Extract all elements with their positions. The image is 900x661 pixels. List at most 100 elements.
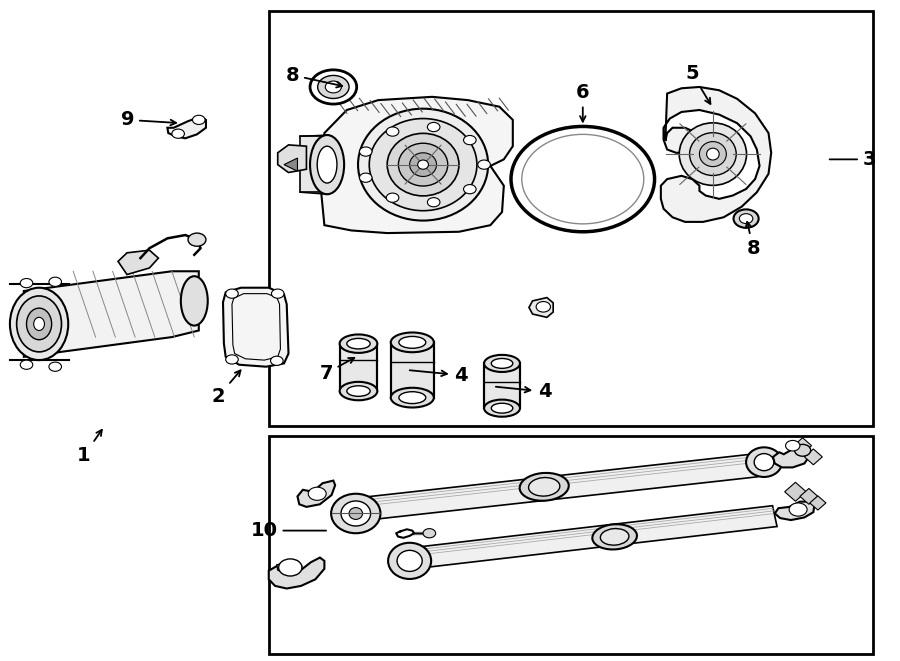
Ellipse shape xyxy=(26,308,51,340)
Ellipse shape xyxy=(349,508,363,520)
Polygon shape xyxy=(23,271,199,357)
Polygon shape xyxy=(810,496,826,510)
Text: 8: 8 xyxy=(746,222,760,258)
Ellipse shape xyxy=(33,317,44,330)
Polygon shape xyxy=(794,438,812,453)
Ellipse shape xyxy=(754,453,774,471)
Circle shape xyxy=(795,444,811,456)
Ellipse shape xyxy=(181,276,208,326)
Ellipse shape xyxy=(339,382,377,401)
Circle shape xyxy=(188,233,206,247)
Ellipse shape xyxy=(410,153,436,176)
Ellipse shape xyxy=(734,210,759,228)
Circle shape xyxy=(423,529,436,538)
Ellipse shape xyxy=(346,386,370,397)
Text: 2: 2 xyxy=(212,370,240,406)
Circle shape xyxy=(308,487,326,500)
Ellipse shape xyxy=(600,529,629,545)
Ellipse shape xyxy=(399,392,426,404)
Ellipse shape xyxy=(388,543,431,579)
Polygon shape xyxy=(269,558,324,588)
Ellipse shape xyxy=(399,143,448,186)
Polygon shape xyxy=(278,145,306,173)
Polygon shape xyxy=(785,483,806,501)
Polygon shape xyxy=(367,454,758,520)
Ellipse shape xyxy=(341,501,371,526)
Circle shape xyxy=(789,503,807,516)
Ellipse shape xyxy=(699,141,726,167)
Text: 5: 5 xyxy=(686,64,710,104)
Polygon shape xyxy=(529,297,554,317)
Circle shape xyxy=(271,356,284,366)
Ellipse shape xyxy=(484,400,520,416)
Ellipse shape xyxy=(339,334,377,353)
Text: 9: 9 xyxy=(121,110,176,130)
Polygon shape xyxy=(223,288,289,367)
Circle shape xyxy=(511,126,654,232)
Text: 4: 4 xyxy=(410,366,468,385)
Circle shape xyxy=(20,360,32,369)
Ellipse shape xyxy=(391,388,434,408)
Ellipse shape xyxy=(391,332,434,352)
Bar xyxy=(339,344,377,391)
Text: 10: 10 xyxy=(251,521,326,540)
Polygon shape xyxy=(320,97,513,233)
Circle shape xyxy=(226,289,239,298)
Text: 3: 3 xyxy=(830,150,877,169)
Polygon shape xyxy=(773,447,809,467)
Ellipse shape xyxy=(740,214,752,223)
Ellipse shape xyxy=(689,133,736,175)
Ellipse shape xyxy=(418,160,428,169)
Circle shape xyxy=(464,136,476,145)
Circle shape xyxy=(49,277,61,286)
Bar xyxy=(301,136,327,192)
Polygon shape xyxy=(417,506,777,568)
Polygon shape xyxy=(661,87,771,222)
Circle shape xyxy=(49,362,61,371)
Circle shape xyxy=(279,559,302,576)
Bar xyxy=(391,342,434,398)
Ellipse shape xyxy=(310,135,344,194)
Ellipse shape xyxy=(310,70,356,104)
Circle shape xyxy=(536,301,551,312)
Circle shape xyxy=(522,134,644,224)
Text: 6: 6 xyxy=(576,83,590,122)
Ellipse shape xyxy=(399,336,426,348)
Ellipse shape xyxy=(318,75,349,98)
Ellipse shape xyxy=(331,494,381,533)
Polygon shape xyxy=(118,251,158,274)
Circle shape xyxy=(193,115,205,124)
Circle shape xyxy=(226,355,239,364)
Ellipse shape xyxy=(680,123,746,185)
Ellipse shape xyxy=(519,473,569,501)
Circle shape xyxy=(386,127,399,136)
Text: 8: 8 xyxy=(285,65,342,87)
Polygon shape xyxy=(805,449,823,465)
Polygon shape xyxy=(298,481,335,507)
Ellipse shape xyxy=(369,118,477,211)
Ellipse shape xyxy=(358,108,488,221)
Ellipse shape xyxy=(484,355,520,372)
Circle shape xyxy=(359,173,372,182)
Circle shape xyxy=(428,198,440,207)
Circle shape xyxy=(172,129,184,138)
Polygon shape xyxy=(800,488,818,504)
Polygon shape xyxy=(277,560,302,574)
Circle shape xyxy=(786,440,800,451)
Ellipse shape xyxy=(10,288,68,360)
Circle shape xyxy=(428,122,440,132)
Ellipse shape xyxy=(592,524,637,549)
Ellipse shape xyxy=(16,296,61,352)
Ellipse shape xyxy=(528,477,560,496)
Polygon shape xyxy=(284,158,298,171)
Ellipse shape xyxy=(397,551,422,571)
Text: 1: 1 xyxy=(77,430,102,465)
Text: 7: 7 xyxy=(320,358,355,383)
Ellipse shape xyxy=(387,134,459,196)
Ellipse shape xyxy=(346,338,370,349)
Ellipse shape xyxy=(746,447,782,477)
Ellipse shape xyxy=(317,146,337,183)
Ellipse shape xyxy=(491,358,513,368)
Text: 4: 4 xyxy=(496,382,552,401)
Circle shape xyxy=(464,184,476,194)
